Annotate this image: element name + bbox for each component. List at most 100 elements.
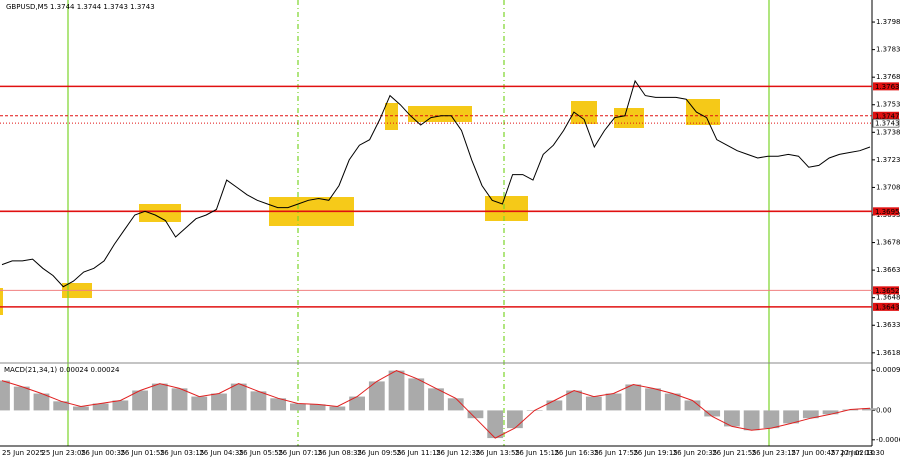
highlight-boxes — [0, 99, 720, 315]
macd-bar — [605, 393, 622, 411]
macd-bar — [428, 388, 444, 411]
level-label: 1.3747 — [875, 112, 900, 120]
box — [408, 106, 472, 122]
level-tag — [873, 302, 899, 311]
x-tick-label: 26 Jun 01:55 — [120, 449, 164, 457]
price-line — [1, 79, 871, 288]
x-tick-label: 26 Jun 15:15 — [515, 449, 559, 457]
x-tick-label: 26 Jun 19:15 — [633, 449, 677, 457]
macd-bar — [408, 378, 425, 411]
x-tick-label: 25 Jun 23:05 — [41, 449, 85, 457]
y-tick-label: 0.00 — [876, 406, 892, 414]
level-tag — [872, 118, 900, 128]
y-tick-label: 0.00093 — [876, 366, 900, 374]
macd-bar — [704, 410, 721, 417]
y-tick-label: 1.3633 — [876, 321, 900, 329]
x-tick-label: 26 Jun 08:35 — [318, 449, 362, 457]
macd-bar — [191, 396, 208, 411]
level-label: 1.3743 — [875, 120, 900, 128]
y-tick-label: 1.3768 — [876, 73, 900, 81]
macd-bar — [92, 403, 109, 411]
y-tick-label: 1.3783 — [876, 46, 900, 54]
x-tick-label: 26 Jun 00:35 — [81, 449, 125, 457]
header-symbol: GBPUSD,M5 — [6, 3, 48, 11]
macd-title: MACD(21,34,1) 0.00024 0.00024 — [4, 366, 120, 374]
macd-bar — [585, 396, 602, 411]
box — [385, 103, 398, 130]
macd-bar — [743, 410, 760, 431]
y-tick-label: 1.3648 — [876, 294, 900, 302]
macd-bar — [763, 410, 780, 429]
macd-bar — [802, 410, 819, 419]
y-tick-label: 1.3753 — [876, 101, 900, 109]
macd-bar — [368, 381, 385, 411]
x-tick-label: 26 Jun 09:55 — [357, 449, 401, 457]
level-tag — [873, 82, 899, 91]
macd-bar — [645, 388, 661, 411]
y-tick-label: -0.00068 — [876, 436, 900, 444]
y-tick-label: 1.3738 — [876, 128, 900, 136]
level-tag — [873, 207, 899, 216]
macd-bar — [447, 398, 464, 411]
x-tick-label: 26 Jun 05:55 — [239, 449, 283, 457]
macd-bar — [0, 380, 10, 411]
x-tick-label: 26 Jun 17:55 — [594, 449, 638, 457]
x-tick-label: 26 Jun 12:35 — [436, 449, 480, 457]
y-tick-label: 1.3708 — [876, 183, 900, 191]
level-label: 1.3695 — [875, 208, 900, 216]
x-tick-label: 27 Jun 02:10 — [831, 449, 875, 457]
macd-bar — [566, 390, 582, 411]
box — [614, 108, 644, 128]
macd-bar — [112, 400, 129, 411]
y-tick-label: 1.3798 — [876, 18, 900, 26]
x-tick-label: 26 Jun 21:55 — [712, 449, 756, 457]
macd-bar — [250, 391, 267, 411]
macd-bar — [783, 410, 799, 424]
box — [686, 99, 720, 125]
macd-bar — [33, 393, 50, 411]
macd-bar — [329, 406, 346, 411]
level-tag — [873, 111, 899, 120]
macd-bar — [664, 393, 681, 411]
macd-bar — [151, 383, 168, 411]
level-label: 1.3652 — [875, 287, 900, 295]
macd-bar — [290, 403, 306, 411]
macd-bar — [507, 410, 523, 429]
macd-bar — [546, 400, 563, 411]
x-tick-label: 26 Jun 07:15 — [278, 449, 322, 457]
x-tick-label: 25 Jun 2025 — [2, 449, 44, 457]
macd-bar — [211, 393, 227, 411]
session-lines — [67, 0, 770, 446]
macd-bar — [13, 386, 30, 411]
macd-bar — [862, 408, 878, 411]
level-tag — [873, 286, 899, 295]
box — [139, 204, 181, 222]
macd-bar — [349, 396, 365, 411]
x-tick-label: 27 Jun 03:30 — [840, 449, 884, 457]
macd-bar — [309, 404, 326, 411]
macd-bar — [73, 406, 89, 411]
level-label: 1.3763 — [875, 83, 900, 91]
x-tick-label: 26 Jun 04:35 — [199, 449, 243, 457]
macd-bar — [625, 384, 642, 411]
macd-bar — [53, 401, 70, 411]
macd-bar — [171, 388, 188, 411]
y-tick-label: 1.3723 — [876, 156, 900, 164]
macd-bar — [684, 400, 701, 411]
box — [0, 288, 3, 315]
macd-bar — [724, 410, 740, 427]
level-label: 1.3643 — [875, 303, 900, 311]
macd-bar — [132, 390, 148, 411]
macd-bar — [230, 383, 247, 411]
box — [571, 101, 597, 124]
x-tick-label: 27 Jun 00:45 — [791, 449, 835, 457]
y-tick-label: 1.3678 — [876, 239, 900, 247]
x-tick-label: 26 Jun 03:15 — [160, 449, 204, 457]
x-tick-label: 26 Jun 11:15 — [397, 449, 441, 457]
header-quote: 1.3744 1.3744 1.3743 1.3743 — [50, 3, 155, 11]
x-tick-label: 26 Jun 16:35 — [554, 449, 598, 457]
macd-bar — [487, 410, 504, 439]
macd-bar — [822, 410, 839, 415]
